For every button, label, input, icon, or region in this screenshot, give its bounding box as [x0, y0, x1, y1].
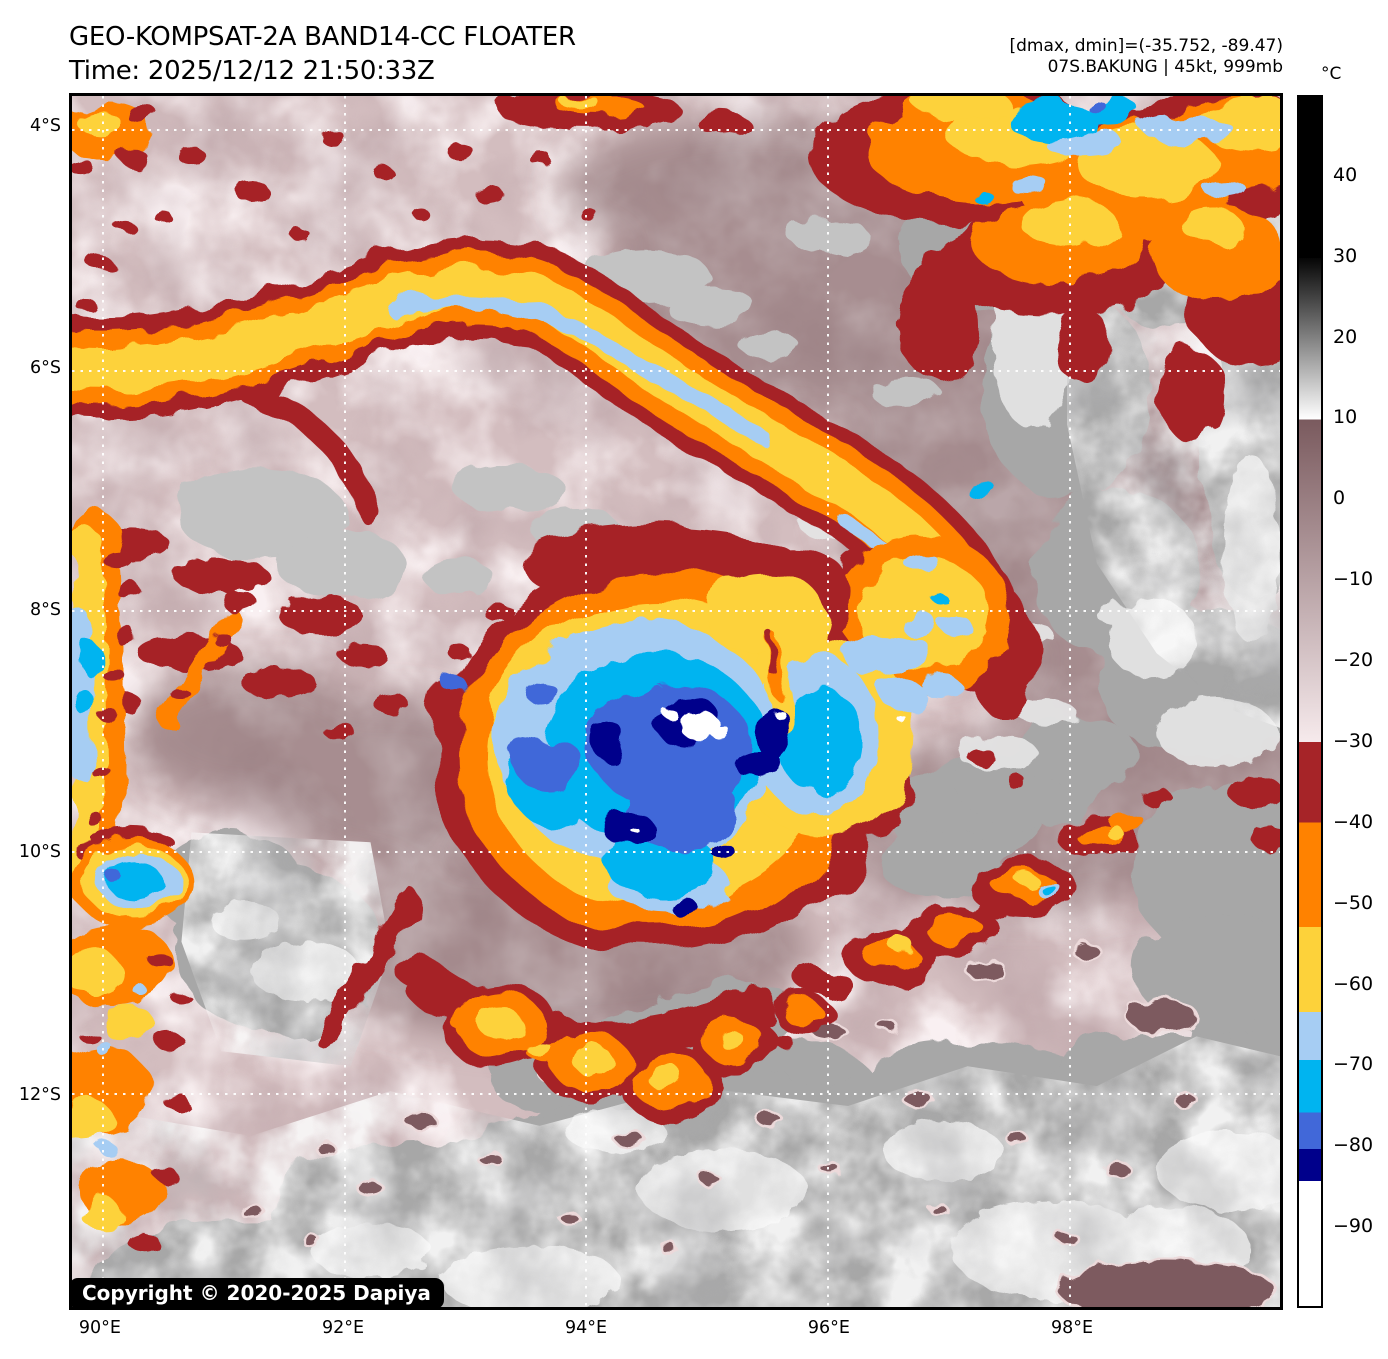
colorbar-tick-label: −20 [1333, 649, 1374, 672]
colorbar-tick-label: −90 [1333, 1215, 1374, 1238]
storm-id-intensity: 07S.BAKUNG | 45kt, 999mb [1047, 57, 1283, 77]
x-axis-tick-label: 96°E [807, 1318, 850, 1338]
colorbar-tick-label: −80 [1333, 1134, 1374, 1157]
x-axis-tick-label: 94°E [564, 1318, 608, 1338]
colorbar-tick-label: −10 [1333, 568, 1374, 591]
map-frame [69, 93, 1283, 1310]
y-axis-tick-label: 12°S [18, 1084, 61, 1105]
x-axis-tick-label: 90°E [78, 1318, 121, 1338]
colorbar-tick-label: 0 [1333, 487, 1346, 510]
colorbar-tick-label: 20 [1333, 325, 1358, 348]
colorbar-tick-label: 30 [1333, 244, 1358, 267]
north-spiral-band [72, 237, 1034, 692]
dmax-dmin-readout: [dmax, dmin]=(-35.752, -89.47) [1009, 36, 1284, 56]
storm-core-cold-center [439, 612, 938, 916]
timestamp: Time: 2025/12/12 21:50:33Z [69, 56, 435, 86]
colorbar-tick-label: −40 [1333, 810, 1374, 833]
west-edge-bands [72, 100, 258, 1252]
colorbar-tick-label: −30 [1333, 729, 1374, 752]
page-title: GEO-KOMPSAT-2A BAND14-CC FLOATER [69, 22, 576, 52]
y-axis-tick-label: 4°S [30, 115, 61, 136]
graticule-meridian [585, 96, 588, 1307]
coldest-overshooting-tops [628, 709, 909, 831]
colorbar-bar [1297, 95, 1323, 1308]
satellite-image [72, 96, 1280, 1307]
copyright-badge: Copyright © 2020-2025 Dapiya [69, 1278, 444, 1309]
colorbar-tick-label: 40 [1333, 163, 1358, 186]
colorbar-tick-label: −70 [1333, 1053, 1374, 1076]
colorbar-unit-label: °C [1321, 64, 1342, 84]
graticule-parallel [72, 128, 1280, 131]
graticule-parallel [72, 1092, 1280, 1095]
x-axis-tick-label: 98°E [1050, 1318, 1094, 1338]
graticule-parallel [72, 851, 1280, 854]
colorbar-tick-label: 10 [1333, 406, 1358, 429]
colorbar-tick-label: −50 [1333, 891, 1374, 914]
x-axis-tick-label: 92°E [321, 1318, 365, 1338]
storm-annotation: [dmax, dmin]=(-35.752, -89.47) 07S.BAKUN… [1010, 36, 1284, 78]
y-axis-tick-label: 10°S [18, 842, 61, 863]
colorbar-tick-label: −60 [1333, 972, 1374, 995]
y-axis-tick-label: 6°S [30, 357, 61, 378]
y-axis-tick-label: 8°S [30, 599, 61, 620]
cold-overshoot-specks [85, 129, 1280, 1048]
graticule-meridian [1069, 96, 1072, 1307]
graticule-parallel [72, 610, 1280, 613]
graticule-meridian [827, 96, 830, 1307]
graticule-meridian [101, 96, 104, 1307]
graticule-meridian [343, 96, 346, 1307]
figure-header: GEO-KOMPSAT-2A BAND14-CC FLOATER Time: 2… [69, 20, 576, 88]
graticule-overlay [72, 96, 1280, 1307]
graticule-parallel [72, 369, 1280, 372]
warm-patches-in-gray [237, 942, 1278, 1307]
south-band-cells [313, 890, 834, 1121]
